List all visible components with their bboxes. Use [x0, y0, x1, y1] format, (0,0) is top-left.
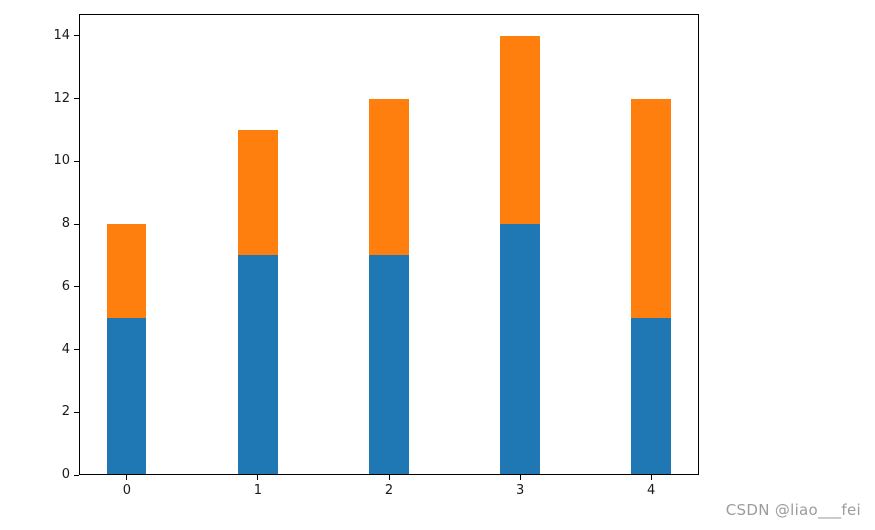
y-tick-label: 14 — [53, 27, 70, 43]
y-tick-label: 8 — [61, 216, 70, 232]
bar-segment-bottom-segment — [631, 318, 671, 475]
y-tick-mark — [74, 349, 79, 351]
y-tick-mark — [74, 160, 79, 162]
y-tick-label: 4 — [61, 341, 70, 357]
y-tick-mark — [74, 98, 79, 100]
x-tick-label: 2 — [384, 483, 394, 498]
bar-segment-top-segment — [631, 98, 671, 319]
y-tick-label: 0 — [61, 467, 70, 482]
bar-segment-top-segment — [369, 98, 409, 256]
x-tick-mark — [388, 475, 390, 480]
bar-segment-bottom-segment — [238, 255, 278, 475]
bar-segment-bottom-segment — [500, 224, 540, 475]
x-tick-label: 3 — [515, 483, 525, 498]
y-tick-label: 12 — [53, 90, 70, 106]
x-tick-mark — [126, 475, 128, 480]
bar-segment-bottom-segment — [369, 255, 409, 475]
y-tick-mark — [74, 223, 79, 225]
x-tick-label: 4 — [647, 483, 656, 498]
y-tick-label: 10 — [53, 153, 70, 169]
bar-segment-top-segment — [500, 35, 540, 225]
x-tick-mark — [650, 475, 652, 480]
bar-segment-top-segment — [107, 224, 147, 319]
y-tick-label: 2 — [61, 404, 70, 420]
bar-segment-bottom-segment — [107, 318, 147, 475]
y-tick-mark — [74, 35, 79, 37]
x-tick-label: 0 — [122, 483, 131, 498]
x-tick-mark — [257, 475, 259, 480]
y-tick-mark — [74, 411, 79, 413]
bar-segment-top-segment — [238, 130, 278, 256]
y-tick-mark — [74, 474, 79, 476]
x-tick-mark — [519, 475, 521, 480]
y-tick-label: 6 — [61, 278, 70, 294]
csdn-watermark: CSDN @liao___fei — [725, 501, 861, 519]
x-tick-label: 1 — [253, 483, 263, 498]
y-tick-mark — [74, 286, 79, 288]
